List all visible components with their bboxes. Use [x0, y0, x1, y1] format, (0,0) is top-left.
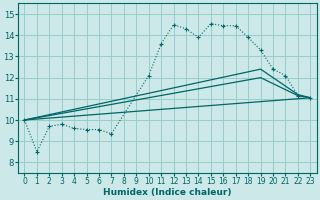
X-axis label: Humidex (Indice chaleur): Humidex (Indice chaleur)	[103, 188, 232, 197]
